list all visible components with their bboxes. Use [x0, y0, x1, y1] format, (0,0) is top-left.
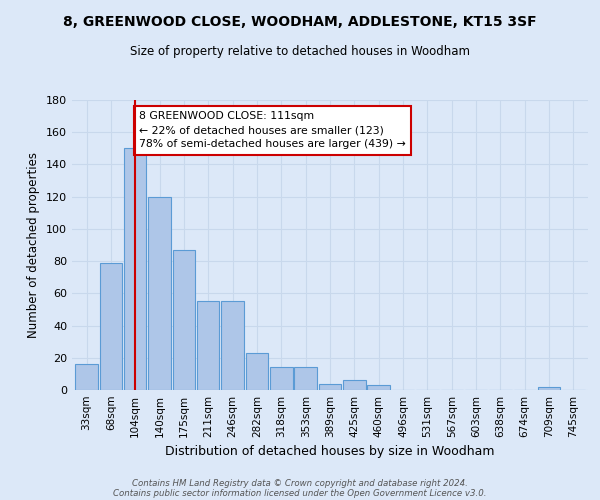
Bar [343, 380, 365, 390]
Bar [221, 302, 244, 390]
Bar [246, 353, 268, 390]
Bar [100, 262, 122, 390]
Bar [367, 385, 390, 390]
Bar [173, 250, 195, 390]
Bar [124, 148, 146, 390]
Bar [270, 368, 293, 390]
Bar [76, 364, 98, 390]
Text: 8 GREENWOOD CLOSE: 111sqm
← 22% of detached houses are smaller (123)
78% of semi: 8 GREENWOOD CLOSE: 111sqm ← 22% of detac… [139, 112, 406, 150]
Text: Contains public sector information licensed under the Open Government Licence v3: Contains public sector information licen… [113, 488, 487, 498]
Bar [538, 387, 560, 390]
Text: Size of property relative to detached houses in Woodham: Size of property relative to detached ho… [130, 45, 470, 58]
Bar [197, 302, 220, 390]
Bar [319, 384, 341, 390]
Y-axis label: Number of detached properties: Number of detached properties [28, 152, 40, 338]
X-axis label: Distribution of detached houses by size in Woodham: Distribution of detached houses by size … [165, 446, 495, 458]
Bar [148, 196, 171, 390]
Bar [295, 368, 317, 390]
Text: 8, GREENWOOD CLOSE, WOODHAM, ADDLESTONE, KT15 3SF: 8, GREENWOOD CLOSE, WOODHAM, ADDLESTONE,… [63, 15, 537, 29]
Text: Contains HM Land Registry data © Crown copyright and database right 2024.: Contains HM Land Registry data © Crown c… [132, 478, 468, 488]
